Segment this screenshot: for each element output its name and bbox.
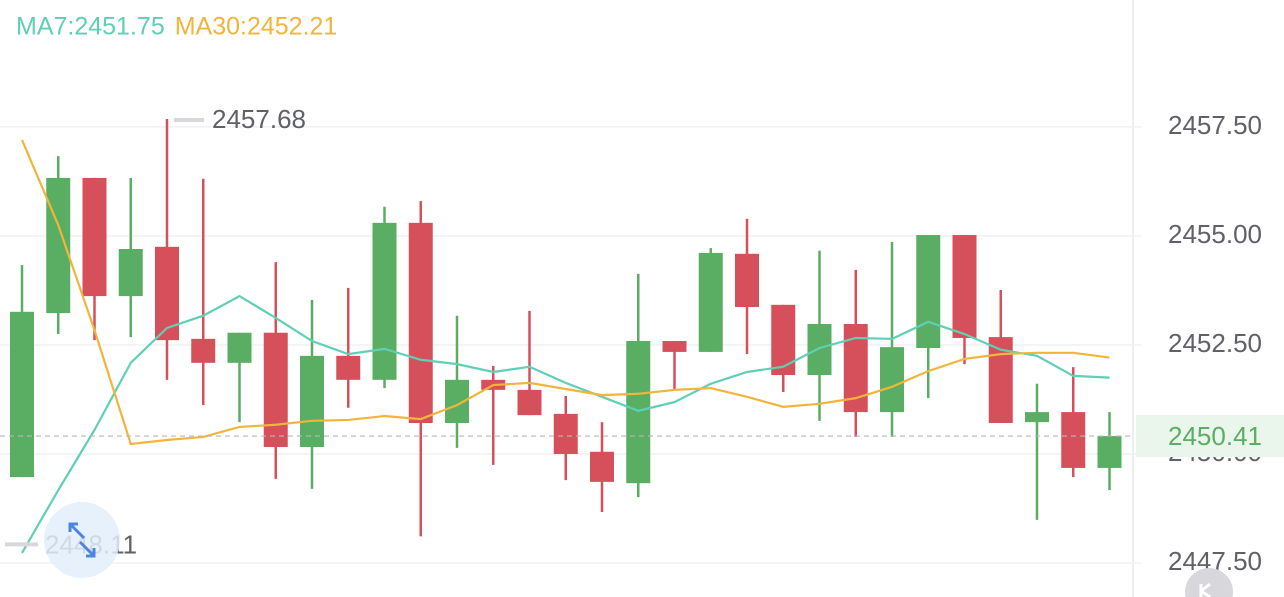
legend-entry: MA7:2451.75 <box>16 13 165 41</box>
candle-body <box>300 355 324 447</box>
candle-body <box>735 253 759 308</box>
plot <box>10 119 1122 554</box>
candle-body <box>336 355 361 380</box>
candle-body <box>553 413 578 454</box>
legend-entry: MA30:2452.21 <box>175 13 338 41</box>
candle-body <box>82 177 107 297</box>
ma-line <box>20 139 1110 446</box>
candle-body <box>590 451 614 482</box>
candle-body <box>880 347 904 413</box>
ma-line <box>21 294 1110 554</box>
max-label: 2457.68 <box>212 104 306 134</box>
candle-body <box>191 338 216 363</box>
kline-button[interactable] <box>1185 568 1233 597</box>
candle-body <box>372 222 397 380</box>
price-label: 2450.41 <box>1168 421 1262 451</box>
candle-body <box>118 249 143 297</box>
candle-body <box>916 235 941 348</box>
candle-body <box>952 235 977 338</box>
candle-body <box>10 311 34 478</box>
y-tick-label: 2457.50 <box>1168 110 1262 140</box>
price-label-bg <box>1136 415 1284 458</box>
button-bg <box>1185 568 1233 597</box>
candle-body <box>517 389 542 416</box>
candle-body <box>626 341 651 484</box>
candle-body <box>227 332 252 363</box>
overlay: MA7:2451.75MA30:2452.212457.682448.11245… <box>0 13 1284 559</box>
candle-body <box>662 341 687 352</box>
button-icon <box>68 522 96 558</box>
toggle-button[interactable] <box>44 502 120 578</box>
button-bg <box>44 502 120 578</box>
candle-body <box>263 332 288 447</box>
y-tick-label: 2455.00 <box>1168 219 1262 249</box>
y-tick-label: 2452.50 <box>1168 328 1262 358</box>
candle-body <box>698 252 723 352</box>
candle-body <box>408 222 433 424</box>
button-icon <box>1199 582 1211 597</box>
candle-body <box>1025 412 1049 423</box>
candle-body <box>1061 412 1086 468</box>
candle-body <box>46 177 71 314</box>
candle-body <box>1097 436 1122 468</box>
candle-body <box>771 304 796 376</box>
candle-body <box>807 324 832 376</box>
